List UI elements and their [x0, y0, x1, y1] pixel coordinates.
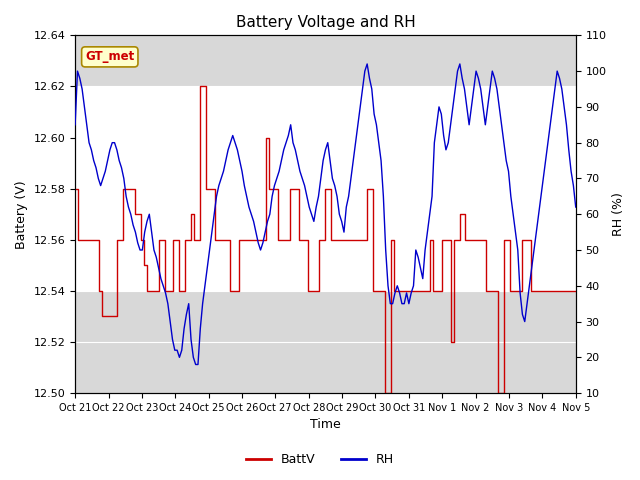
Y-axis label: RH (%): RH (%): [612, 192, 625, 236]
Legend: BattV, RH: BattV, RH: [241, 448, 399, 471]
Y-axis label: Battery (V): Battery (V): [15, 180, 28, 249]
Title: Battery Voltage and RH: Battery Voltage and RH: [236, 15, 415, 30]
X-axis label: Time: Time: [310, 419, 341, 432]
Bar: [75, 86, 576, 291]
Text: GT_met: GT_met: [85, 50, 134, 63]
